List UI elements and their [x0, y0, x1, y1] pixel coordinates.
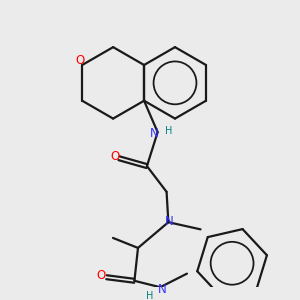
Text: O: O [97, 269, 106, 282]
Text: N: N [165, 215, 173, 228]
Text: H: H [165, 127, 173, 136]
Text: N: N [150, 128, 158, 140]
Text: N: N [158, 283, 166, 296]
Text: H: H [146, 291, 154, 300]
Text: O: O [110, 150, 119, 163]
Text: O: O [76, 54, 85, 67]
